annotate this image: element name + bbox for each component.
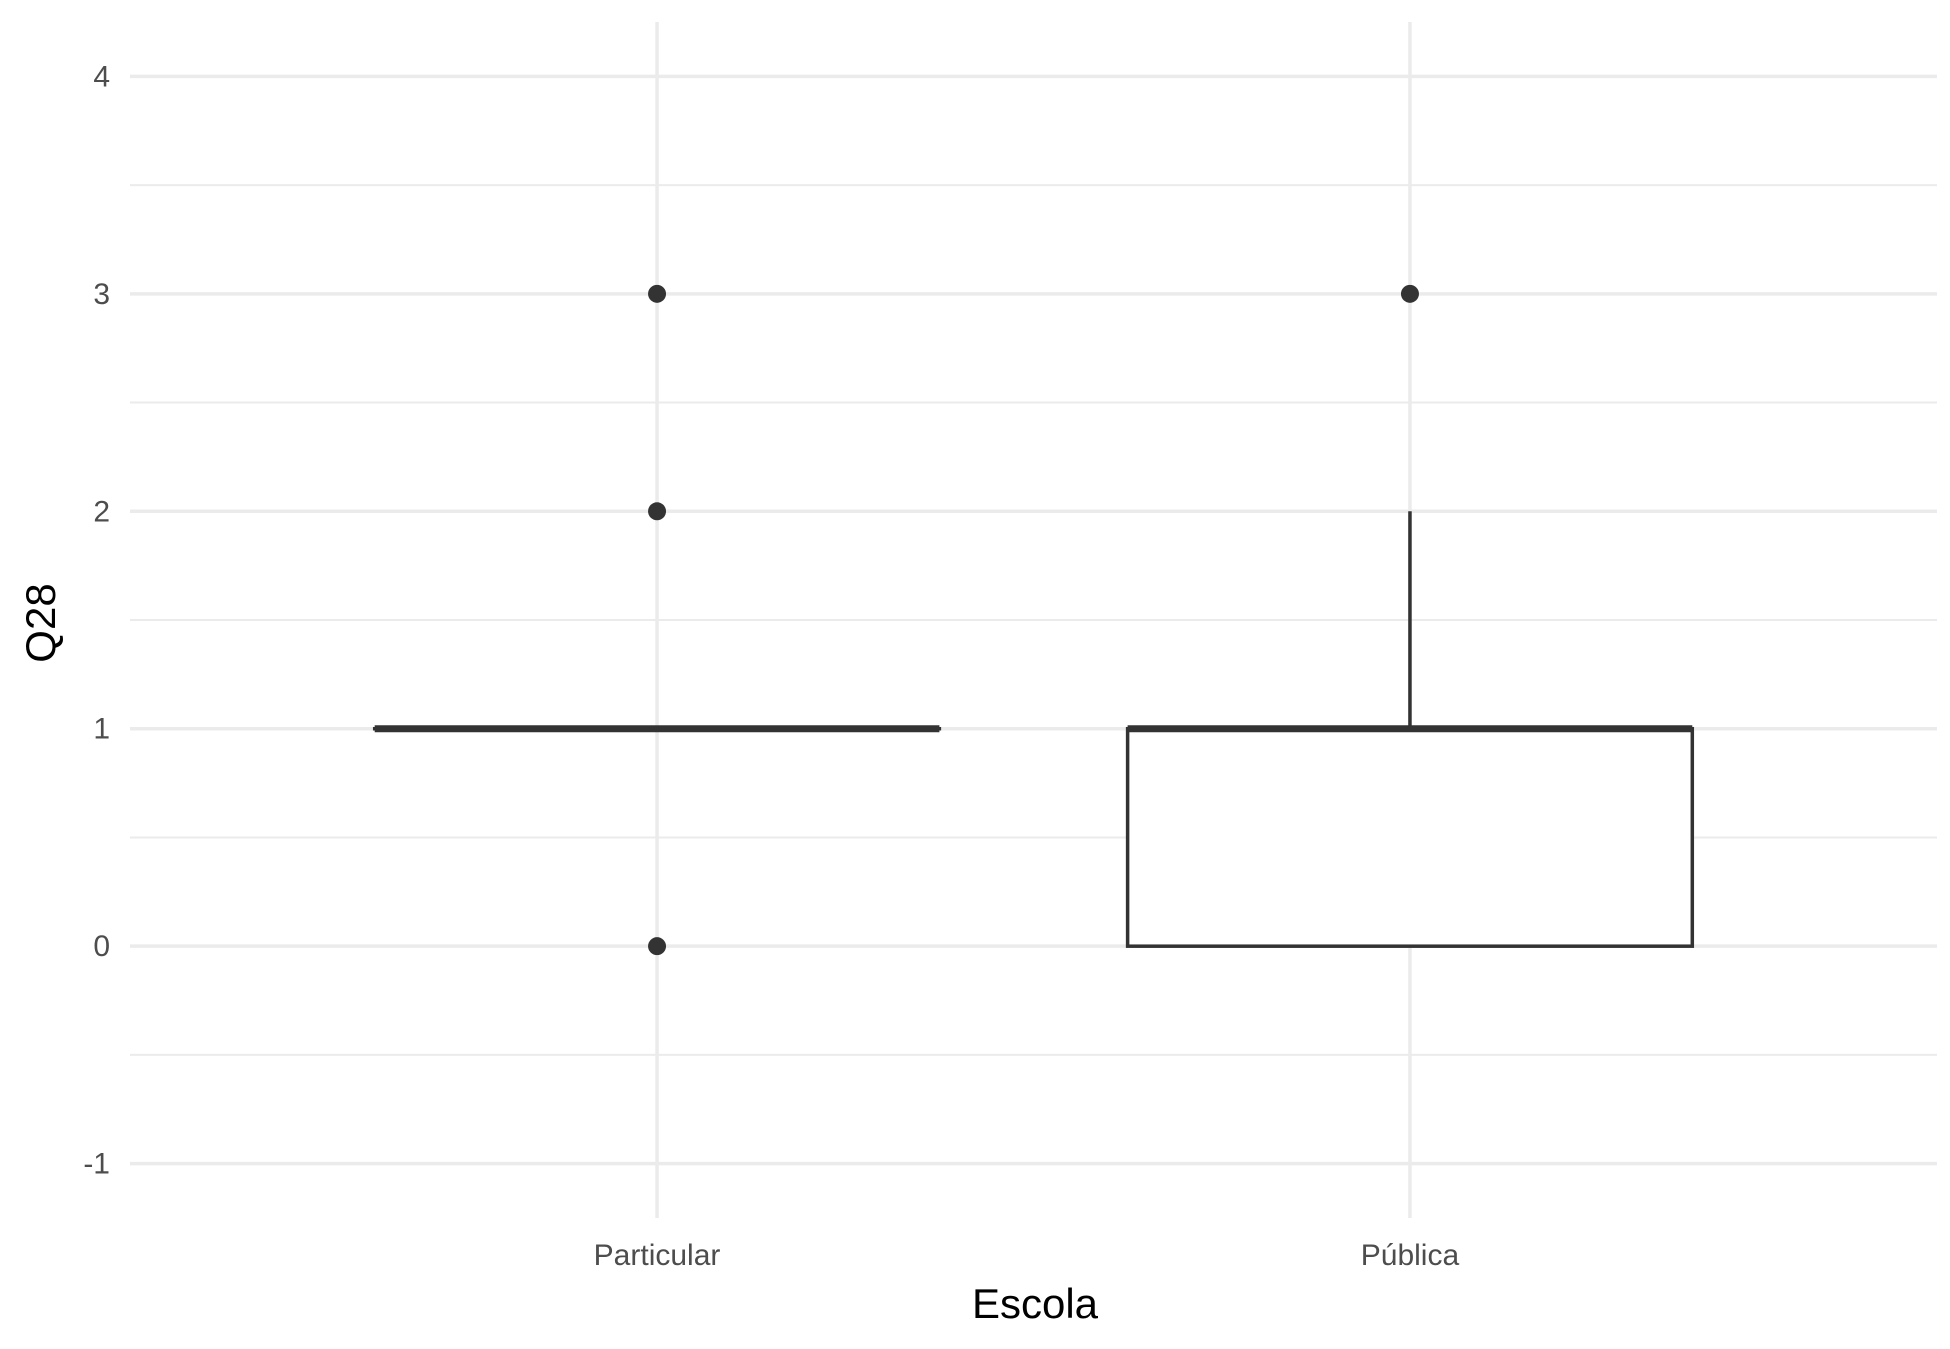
y-tick-label: 4 <box>93 60 110 93</box>
box-0 <box>372 284 942 956</box>
x-tick-label: Pública <box>1361 1239 1460 1272</box>
outlier-point <box>648 502 667 521</box>
outlier-point <box>1400 284 1419 303</box>
outlier-point <box>648 937 667 956</box>
x-axis-title: Escola <box>972 1280 1099 1327</box>
outlier-point <box>648 284 667 303</box>
y-tick-label: 2 <box>93 495 110 528</box>
y-axis-title: Q28 <box>17 583 64 662</box>
y-tick-label: 3 <box>93 278 110 311</box>
box-1 <box>1125 284 1695 948</box>
box-layer <box>372 284 1695 956</box>
box-body <box>1125 726 1695 948</box>
x-axis-ticks: Particular Pública <box>594 1239 1460 1272</box>
y-tick-label: 1 <box>93 713 110 746</box>
x-tick-label: Particular <box>594 1239 721 1272</box>
y-axis-ticks: -1 0 1 2 3 4 <box>83 60 110 1180</box>
y-tick-label: -1 <box>83 1148 110 1181</box>
grid-lines <box>130 22 1937 1218</box>
y-tick-label: 0 <box>93 930 110 963</box>
